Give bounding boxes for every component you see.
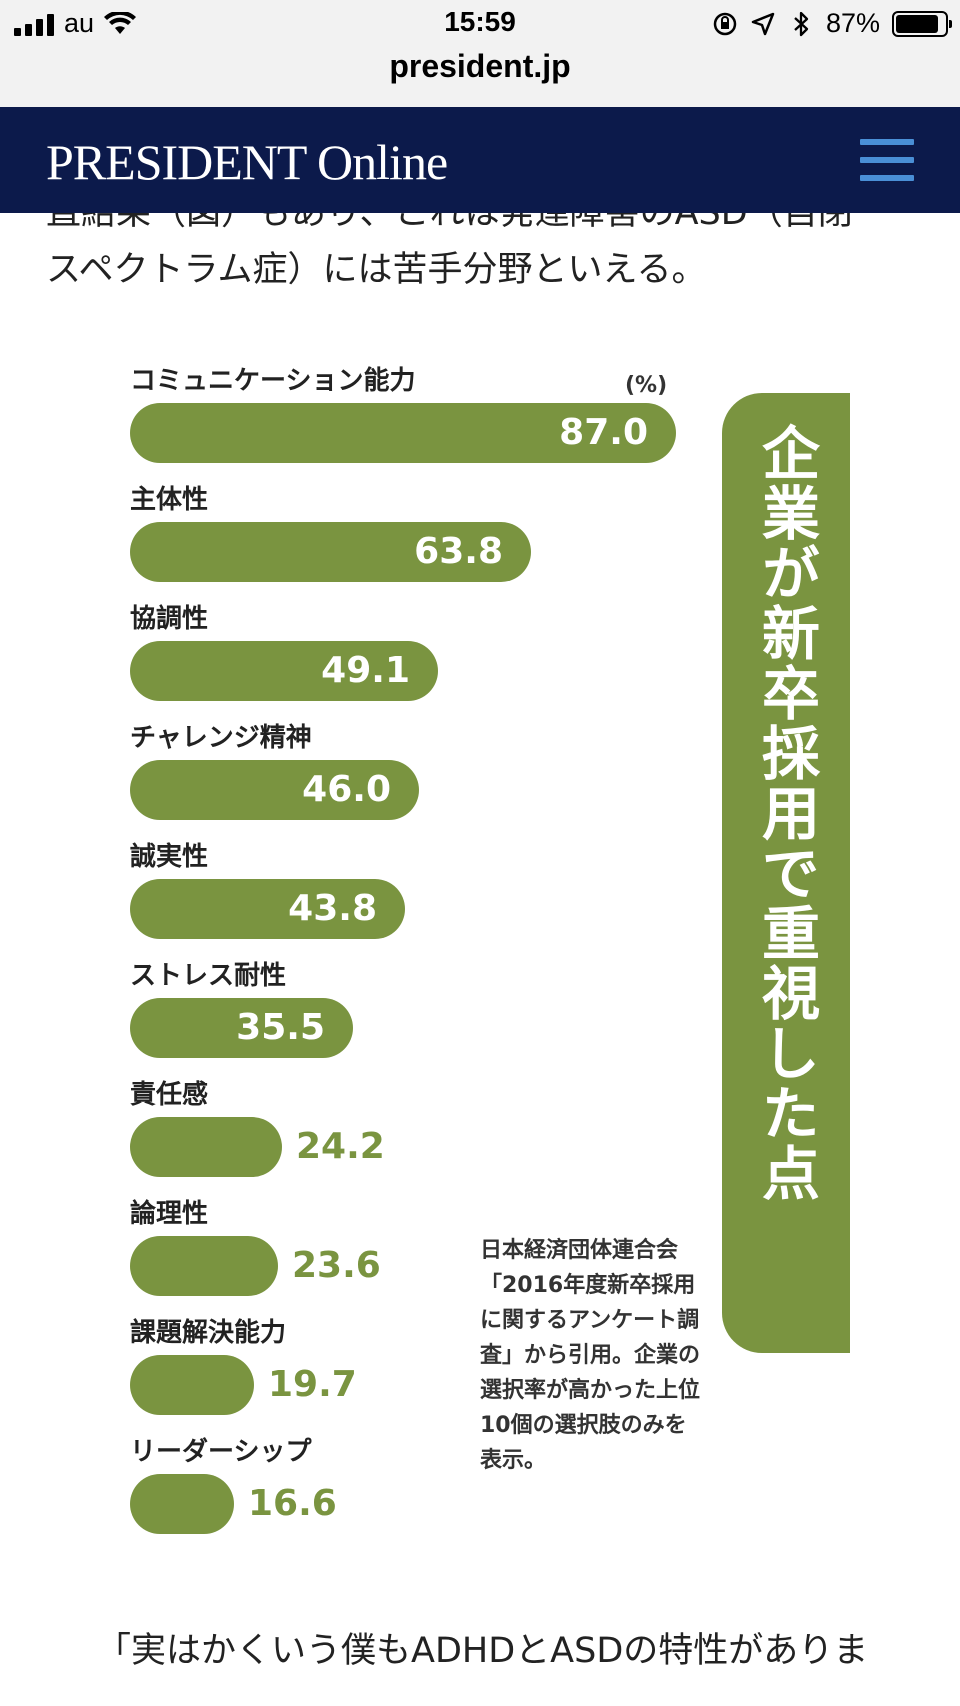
- bar: [130, 522, 531, 582]
- paragraph-line: 直結果（図）もあり、これは発達障害のASD（自閉: [46, 213, 853, 233]
- bar-row: ストレス耐性 35.5: [130, 958, 353, 1058]
- category-label: リーダーシップ: [130, 1437, 312, 1467]
- source-note: 日本経済団体連合会「2016年度新卒採用に関するアンケート調査」から引用。企業の…: [480, 1238, 701, 1473]
- category-label: 責任感: [130, 1080, 209, 1110]
- bar-row: 主体性 63.8: [130, 482, 531, 582]
- article-paragraph: 「実はかくいう僕もADHDとASDの特性がありま: [96, 1631, 869, 1671]
- bar: [130, 1474, 234, 1534]
- bar-row: 協調性 49.1: [130, 601, 438, 701]
- category-label: 論理性: [130, 1199, 209, 1229]
- value-label: 24.2: [296, 1126, 385, 1167]
- carrier-name: au: [64, 8, 95, 38]
- bar: [130, 1236, 278, 1296]
- hamburger-menu-icon[interactable]: [860, 139, 914, 181]
- location-arrow-icon: [751, 12, 775, 35]
- value-label: 23.6: [292, 1245, 381, 1286]
- category-label: 協調性: [130, 604, 209, 634]
- site-header: PRESIDENT Online: [0, 107, 960, 213]
- bar-row: チャレンジ精神 46.0: [130, 720, 419, 820]
- category-label: 主体性: [130, 485, 209, 515]
- bar: [130, 998, 353, 1058]
- signal-strength-icon: [14, 12, 54, 36]
- unit-label: (%): [625, 373, 668, 398]
- bar: [130, 1117, 282, 1177]
- value-label: 87.0: [559, 412, 648, 453]
- article-body: 直結果（図）もあり、これは発達障害のASD（自閉 スペクトラム症）には苦手分野と…: [0, 213, 960, 1706]
- bar: [130, 403, 676, 463]
- chart-title: 企業が新卒採用で重視した点: [752, 423, 820, 1203]
- address-bar[interactable]: president.jp: [0, 48, 960, 107]
- category-label: ストレス耐性: [130, 961, 287, 991]
- orientation-lock-icon: [713, 12, 737, 35]
- bar: [130, 879, 405, 939]
- paragraph-line: スペクトラム症）には苦手分野といえる。: [46, 250, 707, 290]
- chart-title-box: 企業が新卒採用で重視した点: [722, 393, 850, 1353]
- value-label: 49.1: [321, 650, 410, 691]
- value-label: 46.0: [302, 769, 391, 810]
- category-label: 誠実性: [130, 842, 209, 872]
- bluetooth-icon: [794, 11, 809, 36]
- status-bar: au 15:59 87%: [0, 0, 960, 48]
- bar: [130, 1355, 254, 1415]
- bar-row: リーダーシップ 16.6: [130, 1434, 337, 1534]
- value-label: 43.8: [288, 888, 377, 929]
- value-label: 63.8: [414, 531, 503, 572]
- bar-row: 論理性 23.6: [130, 1196, 381, 1296]
- bar-row: 誠実性 43.8: [130, 839, 405, 939]
- site-logo[interactable]: PRESIDENT Online: [46, 134, 448, 190]
- chart-figure: (%) コミュニケーション能力 87.0 主体性 63.8 協調性 49.1 チャレンジ精神…: [120, 363, 850, 1534]
- value-label: 19.7: [268, 1364, 357, 1405]
- bar-row: 課題解決能力 19.7: [130, 1315, 357, 1415]
- clock: 15:59: [444, 6, 516, 37]
- value-label: 35.5: [236, 1007, 325, 1048]
- wifi-icon: [104, 11, 137, 34]
- bar-row: 責任感 24.2: [130, 1077, 385, 1177]
- article-paragraph: 直結果（図）もあり、これは発達障害のASD（自閉 スペクトラム症）には苦手分野と…: [46, 213, 926, 299]
- bar: [130, 641, 438, 701]
- category-label: チャレンジ精神: [130, 723, 312, 753]
- category-label: 課題解決能力: [130, 1318, 287, 1348]
- battery-percentage: 87%: [825, 8, 880, 38]
- url-text[interactable]: president.jp: [389, 48, 571, 84]
- bar: [130, 760, 419, 820]
- category-label: コミュニケーション能力: [130, 366, 416, 396]
- battery-icon: [892, 10, 952, 37]
- bar-row: コミュニケーション能力 87.0: [130, 363, 676, 463]
- value-label: 16.6: [248, 1483, 337, 1524]
